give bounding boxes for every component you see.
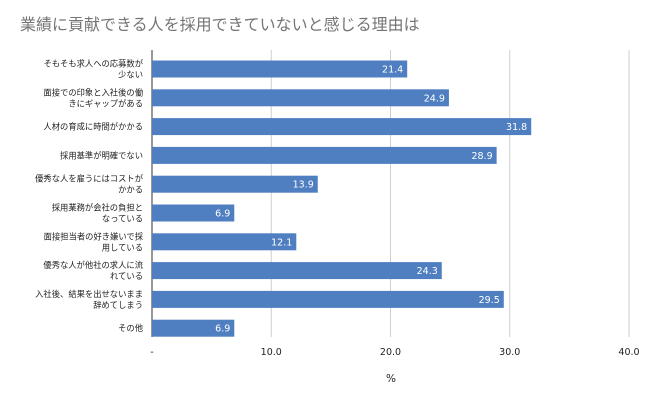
- bar: [152, 290, 504, 308]
- bar: [152, 60, 408, 78]
- category-label: 面接での印象と入社後の働きにギャップがある: [43, 87, 143, 108]
- bar-value-label: 6.9: [215, 209, 230, 220]
- x-axis-label: %: [386, 373, 396, 385]
- bar: [152, 319, 235, 337]
- bars: [152, 60, 532, 337]
- value-labels: 21.4 24.9 31.8 28.9 13.9 6.9 12.1 24.3 29.5 6.9: [215, 65, 527, 335]
- category-label: 入社後、結果を出せないまま辞めてしまう: [35, 289, 143, 310]
- x-tick-label: 20.0: [380, 347, 401, 358]
- bar: [152, 233, 297, 251]
- bar: [152, 89, 449, 107]
- x-tick-label: 30.0: [499, 347, 520, 358]
- bar: [152, 118, 532, 136]
- category-label: そもそも求人への応募数が少ない: [44, 59, 144, 80]
- bar: [152, 204, 235, 222]
- x-tick-label: 10.0: [261, 347, 282, 358]
- bar-value-label: 31.8: [506, 122, 527, 133]
- bar: [152, 146, 497, 164]
- bar-value-label: 28.9: [471, 151, 492, 162]
- bar-value-label: 6.9: [215, 324, 230, 335]
- category-label: 人材の育成に時間がかかる: [43, 122, 143, 132]
- bar-value-label: 24.9: [424, 93, 445, 104]
- category-label: 面接担当者の好き嫌いで採用している: [44, 231, 144, 252]
- x-tick-label: 40.0: [618, 347, 639, 358]
- bar: [152, 175, 318, 193]
- gridlines: [151, 50, 630, 337]
- category-label: 優秀な人を雇うにはコストがかかる: [35, 174, 144, 195]
- category-label: 採用基準が明確でない: [60, 150, 143, 160]
- category-label: 優秀な人が他社の求人に流れている: [43, 260, 143, 281]
- category-labels: そもそも求人への応募数が少ない面接での印象と入社後の働きにギャップがある人材の育…: [35, 59, 144, 334]
- bar: [152, 262, 442, 280]
- chart-title: 業績に貢献できる人を採用できていないと感じる理由は: [20, 15, 420, 34]
- bar-value-label: 21.4: [382, 65, 403, 76]
- x-tick-label: -: [150, 347, 153, 358]
- bar-value-label: 12.1: [271, 237, 292, 248]
- category-label: 採用業務が会社の負担となっている: [52, 203, 143, 224]
- category-label: その他: [118, 323, 143, 333]
- bar-value-label: 13.9: [293, 180, 314, 191]
- x-axis-ticks: - 10.0 20.0 30.0 40.0: [150, 347, 639, 358]
- bar-value-label: 29.5: [479, 295, 500, 306]
- bar-value-label: 24.3: [417, 266, 438, 277]
